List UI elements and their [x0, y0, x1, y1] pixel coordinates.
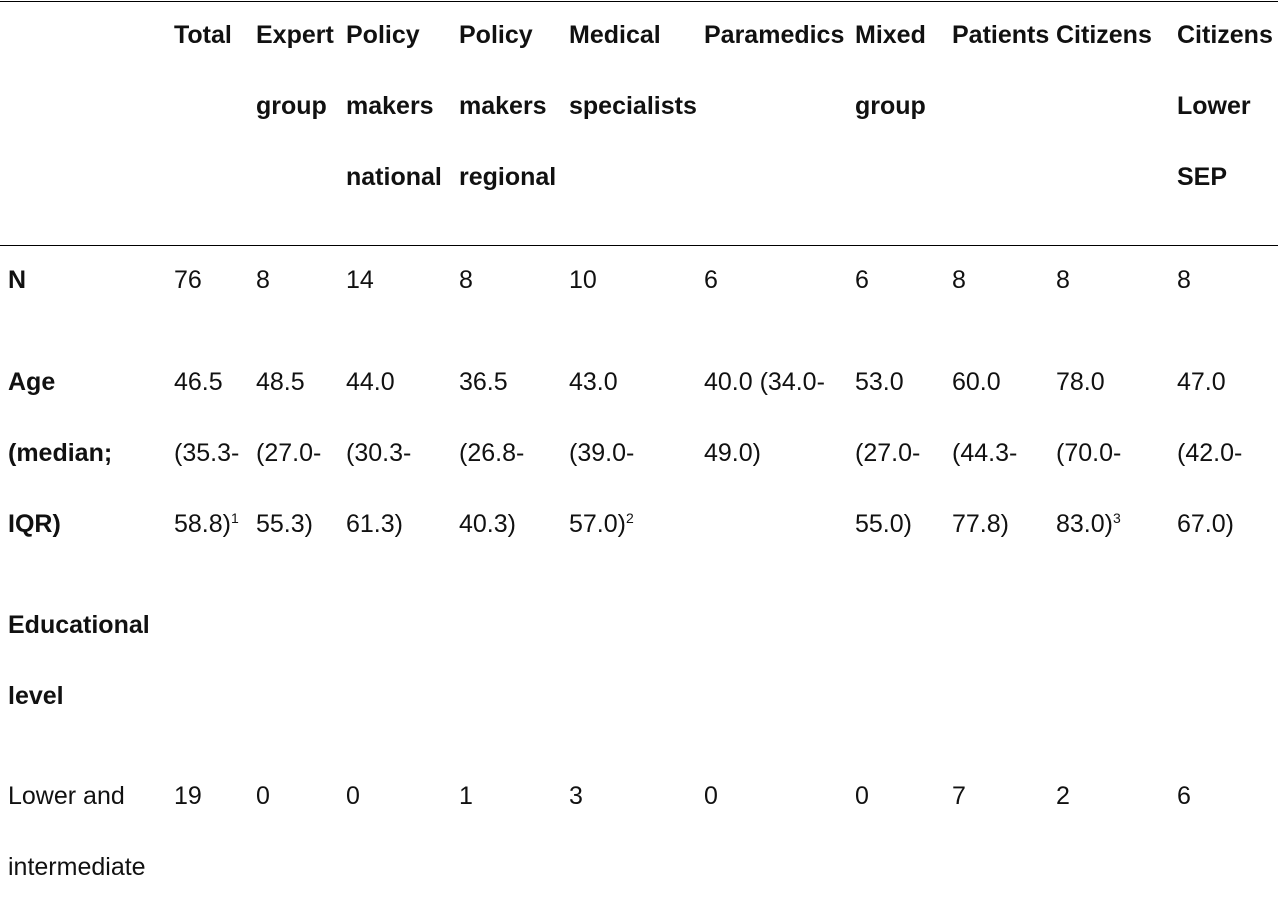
- age-policy-national: 44.0 (30.3- 61.3): [346, 368, 412, 538]
- row-label-n: N: [8, 266, 27, 294]
- col-header-citizens-lower-sep: Citizens Lower SEP: [1177, 21, 1273, 191]
- edu-mixed-group: 0: [855, 782, 869, 810]
- edu-citizens: 2: [1056, 782, 1070, 810]
- age-policy-regional: 36.5 (26.8- 40.3): [459, 368, 525, 538]
- row-label-age: Age (median; IQR): [8, 368, 113, 538]
- n-mixed-group: 6: [855, 266, 869, 294]
- edu-paramedics: 0: [704, 782, 718, 810]
- col-header-policy-makers-national: Policy makers national: [346, 21, 442, 191]
- edu-policy-national: 0: [346, 782, 360, 810]
- n-citizens: 8: [1056, 266, 1070, 294]
- edu-citizens-lower-sep: 6: [1177, 782, 1191, 810]
- footnote-marker: 3: [1112, 510, 1121, 526]
- n-policy-national: 14: [346, 266, 374, 294]
- footnote-marker: 2: [625, 510, 634, 526]
- age-medical-specialists: 43.0 (39.0- 57.0)2: [569, 368, 635, 538]
- n-total: 76: [174, 266, 202, 294]
- age-patients: 60.0 (44.3- 77.8): [952, 368, 1018, 538]
- col-header-mixed-group: Mixed group: [855, 21, 926, 120]
- row-label-lower-intermediate: Lower and intermediate: [8, 782, 146, 881]
- col-header-patients: Patients: [952, 21, 1050, 49]
- n-expert-group: 8: [256, 266, 270, 294]
- footnote-marker: 1: [230, 510, 239, 526]
- age-paramedics: 40.0 (34.0- 49.0): [704, 368, 825, 467]
- n-patients: 8: [952, 266, 966, 294]
- col-header-medical-specialists: Medical specialists: [569, 21, 697, 120]
- age-expert-group: 48.5 (27.0- 55.3): [256, 368, 322, 538]
- edu-medical-specialists: 3: [569, 782, 583, 810]
- n-paramedics: 6: [704, 266, 718, 294]
- age-citizens-lower-sep: 47.0 (42.0- 67.0): [1177, 368, 1243, 538]
- col-header-total: Total: [174, 21, 232, 49]
- edu-expert-group: 0: [256, 782, 270, 810]
- age-total: 46.5 (35.3- 58.8)1: [174, 368, 240, 538]
- edu-patients: 7: [952, 782, 966, 810]
- n-citizens-lower-sep: 8: [1177, 266, 1191, 294]
- edu-policy-regional: 1: [459, 782, 473, 810]
- table-header-rule: [0, 245, 1278, 246]
- n-policy-regional: 8: [459, 266, 473, 294]
- col-header-policy-makers-regional: Policy makers regional: [459, 21, 557, 191]
- col-header-paramedics: Paramedics: [704, 21, 845, 49]
- n-medical-specialists: 10: [569, 266, 597, 294]
- age-mixed-group: 53.0 (27.0- 55.0): [855, 368, 921, 538]
- col-header-expert-group: Expert group: [256, 21, 334, 120]
- age-citizens: 78.0 (70.0- 83.0)3: [1056, 368, 1122, 538]
- col-header-citizens: Citizens: [1056, 21, 1152, 49]
- table-top-rule: [0, 1, 1278, 2]
- row-label-educational-level: Educational level: [8, 611, 150, 710]
- edu-total: 19: [174, 782, 202, 810]
